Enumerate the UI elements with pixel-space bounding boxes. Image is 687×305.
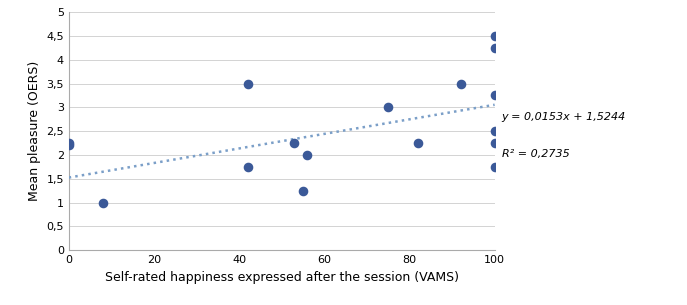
Text: y = 0,0153x + 1,5244: y = 0,0153x + 1,5244 xyxy=(502,112,626,122)
Point xyxy=(455,81,466,86)
Text: R² = 0,2735: R² = 0,2735 xyxy=(502,149,570,159)
Point xyxy=(242,81,253,86)
Point xyxy=(98,200,109,205)
Point xyxy=(489,164,500,169)
Point xyxy=(489,34,500,38)
Point xyxy=(489,93,500,98)
Point xyxy=(489,45,500,50)
Point xyxy=(289,141,300,145)
Point xyxy=(412,141,423,145)
Point xyxy=(63,141,74,145)
Point xyxy=(297,188,308,193)
Point xyxy=(302,152,313,157)
Y-axis label: Mean pleasure (OERS): Mean pleasure (OERS) xyxy=(27,61,41,201)
Point xyxy=(489,141,500,145)
Point xyxy=(489,129,500,134)
Point xyxy=(383,105,394,110)
Point xyxy=(242,164,253,169)
Point xyxy=(63,143,74,148)
X-axis label: Self-rated happiness expressed after the session (VAMS): Self-rated happiness expressed after the… xyxy=(104,271,459,284)
